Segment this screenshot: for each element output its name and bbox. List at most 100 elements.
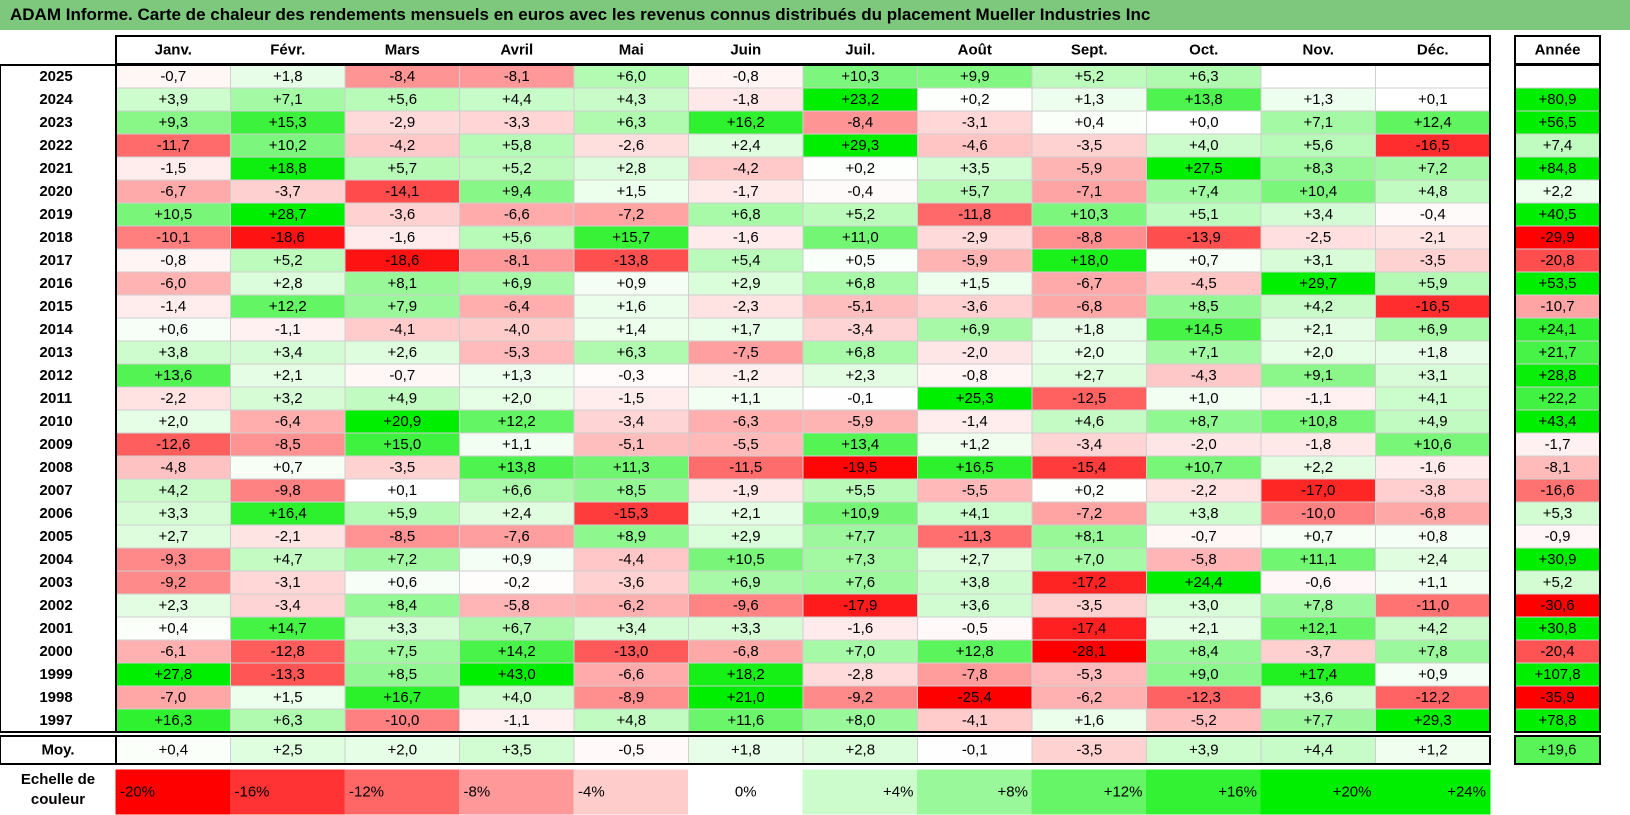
annual-cell (1514, 64, 1601, 89)
heat-cell-label: +13,6 (154, 367, 192, 384)
heat-cell-label: +6,8 (845, 344, 875, 361)
heat-cell-label: -15,4 (1072, 459, 1106, 476)
heat-cell-label: +4,2 (158, 482, 188, 499)
heat-cell-label: -7,2 (1076, 505, 1102, 522)
heat-cell-label: -6,6 (618, 666, 644, 683)
annual-cell-label: +80,9 (1539, 91, 1577, 108)
heat-cell-label: +2,1 (731, 505, 761, 522)
heat-cell-label: +5,6 (387, 91, 417, 108)
heat-cell-label: +24,4 (1185, 574, 1223, 591)
month-header: Août (958, 42, 992, 59)
heat-cell-label: -4,3 (1191, 367, 1217, 384)
heat-cell-label: +2,3 (158, 597, 188, 614)
heat-cell-label: -13,0 (614, 643, 648, 660)
heat-cell-label: -7,5 (733, 344, 759, 361)
heat-cell-label: +3,1 (1418, 367, 1448, 384)
heat-cell-label: +4,0 (1189, 137, 1219, 154)
year-label: 2023 (39, 114, 72, 131)
heat-cell-label: -17,4 (1072, 620, 1106, 637)
heat-cell-label: +5,9 (1418, 275, 1448, 292)
heat-cell-label: +8,1 (387, 275, 417, 292)
heat-cell-label: -1,8 (1305, 436, 1331, 453)
heat-cell-label: +3,9 (158, 91, 188, 108)
heat-cell-label: +4,3 (616, 91, 646, 108)
heat-cell-label: +27,5 (1185, 160, 1223, 177)
color-scale-value: +24% (1447, 784, 1486, 801)
heat-cell-label: +1,3 (1303, 91, 1333, 108)
heat-cell-label: +0,0 (1189, 114, 1219, 131)
heat-cell-label: +3,3 (387, 620, 417, 637)
heat-cell-label: +2,2 (1303, 459, 1333, 476)
heat-cell-label: +1,6 (1074, 712, 1104, 729)
annual-cell-label: +22,2 (1539, 390, 1577, 407)
heat-cell-label: +6,3 (616, 114, 646, 131)
heat-cell-label: +8,9 (616, 528, 646, 545)
heat-cell-label: -6,4 (275, 413, 301, 430)
heat-cell-label: +9,9 (960, 68, 990, 85)
heat-cell-label: +16,4 (269, 505, 307, 522)
average-cell-label: +3,5 (502, 742, 532, 759)
heat-cell-label: +10,3 (1070, 206, 1108, 223)
heat-cell-label: +25,3 (956, 390, 994, 407)
annual-cell-label: +28,8 (1539, 367, 1577, 384)
heat-cell-label: +3,6 (960, 597, 990, 614)
heat-cell-label: +4,7 (273, 551, 303, 568)
heat-cell-label: +18,0 (1070, 252, 1108, 269)
heat-cell-label: +0,7 (1303, 528, 1333, 545)
heat-cell-label: -6,2 (618, 597, 644, 614)
heat-cell-label: +7,2 (1418, 160, 1448, 177)
heat-cell-label: -12,2 (1416, 689, 1450, 706)
heat-cell-label: +0,8 (1418, 528, 1448, 545)
heat-cell-label: -5,3 (1076, 666, 1102, 683)
heat-cell-label: +27,8 (154, 666, 192, 683)
heat-cell-label: +13,8 (1185, 91, 1223, 108)
year-label: 2024 (39, 91, 73, 108)
heat-cell-label: +0,7 (1189, 252, 1219, 269)
heat-cell-label: +18,2 (727, 666, 765, 683)
heat-cell-label: -8,5 (389, 528, 415, 545)
heat-cell-label: -1,6 (733, 229, 759, 246)
heat-cell-label: -8,1 (504, 252, 530, 269)
annual-cell-label: +5,2 (1543, 574, 1573, 591)
heat-cell-label: -3,4 (275, 597, 301, 614)
year-label: 2004 (39, 551, 73, 568)
annual-cell-label: -0,9 (1545, 528, 1571, 545)
heat-cell-label: +12,8 (956, 643, 994, 660)
heat-cell-label: +0,6 (158, 321, 188, 338)
heat-cell-label: +20,9 (383, 413, 421, 430)
heat-cell (1375, 64, 1491, 89)
heat-cell-label: -6,3 (733, 413, 759, 430)
heat-cell-label: +6,0 (616, 68, 646, 85)
heat-cell-label: -2,9 (389, 114, 415, 131)
annual-cell-label: -29,9 (1540, 229, 1574, 246)
heat-cell-label: +9,0 (1189, 666, 1219, 683)
heat-cell-label: +7,4 (1189, 183, 1219, 200)
year-label: 2008 (39, 459, 72, 476)
heat-cell-label: -11,0 (1416, 597, 1449, 614)
heat-cell-label: -6,8 (733, 643, 759, 660)
annual-cell-label: +53,5 (1539, 275, 1577, 292)
year-label: 2006 (39, 505, 72, 522)
heat-cell-label: -11,3 (958, 528, 991, 545)
heat-cell-label: -3,5 (389, 459, 415, 476)
heat-cell-label: -8,4 (389, 68, 415, 85)
heat-cell-label: -3,5 (1420, 252, 1446, 269)
heat-cell-label: +6,9 (502, 275, 532, 292)
heat-cell-label: +0,2 (1074, 482, 1104, 499)
average-annual-cell (1514, 735, 1601, 765)
heat-cell-label: +1,5 (960, 275, 990, 292)
heat-cell-label: +6,9 (731, 574, 761, 591)
heat-cell-label: -0,3 (618, 367, 644, 384)
month-header: Avril (500, 42, 533, 59)
heat-cell-label: -1,2 (733, 367, 759, 384)
heat-cell-label: -14,1 (385, 183, 419, 200)
heat-cell-label: +10,4 (1299, 183, 1337, 200)
heat-cell-label: +7,8 (1303, 597, 1333, 614)
heat-cell-label: +5,2 (273, 252, 303, 269)
heat-cell-label: +8,5 (1189, 298, 1219, 315)
heat-cell-label: +4,9 (1418, 413, 1448, 430)
color-scale-swatch (688, 769, 804, 815)
annual-cell-label: +7,4 (1543, 137, 1573, 154)
heat-cell-label: -5,9 (1076, 160, 1102, 177)
heat-cell-label: -1,7 (733, 183, 759, 200)
